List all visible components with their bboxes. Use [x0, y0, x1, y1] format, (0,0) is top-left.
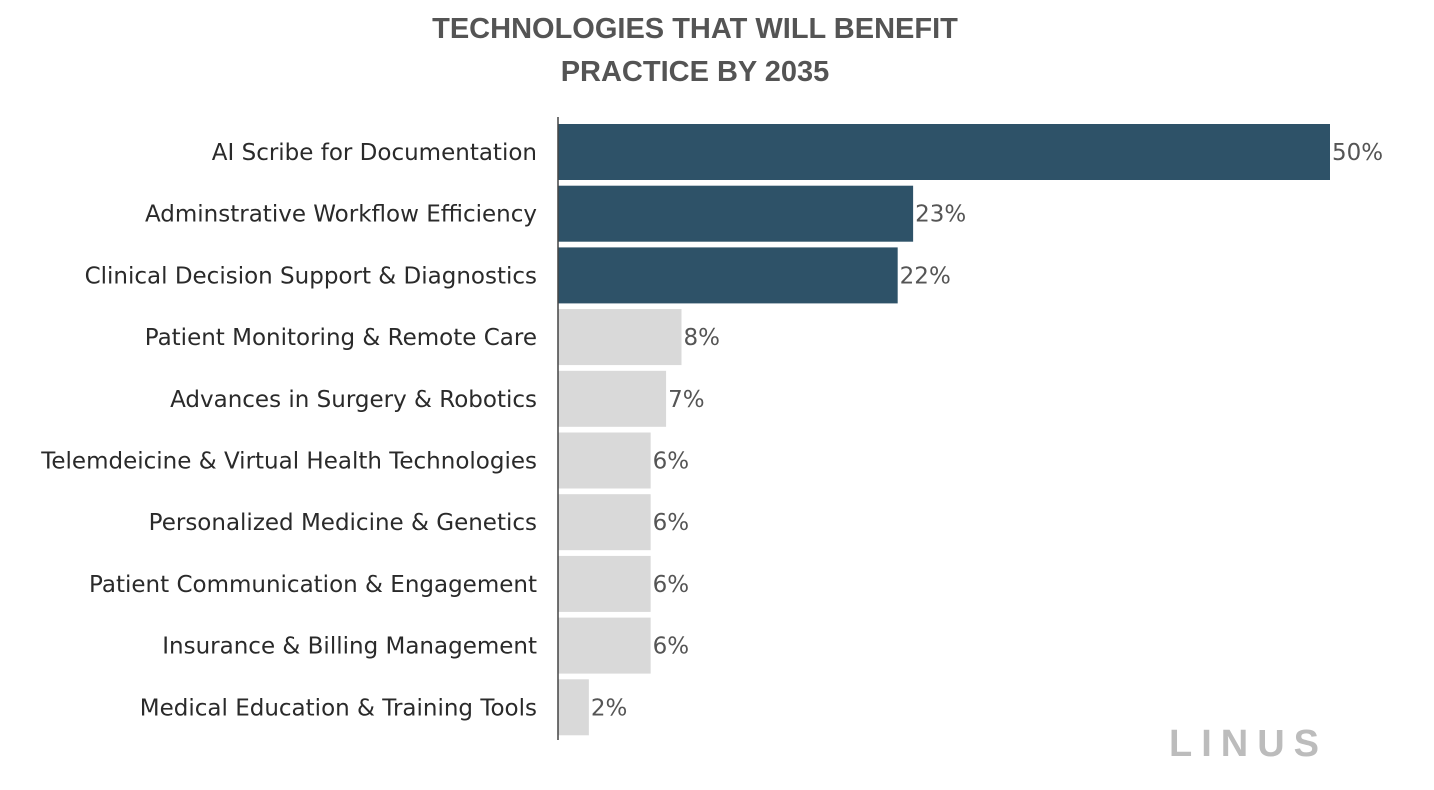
value-label: 6%	[653, 449, 690, 475]
value-label: 2%	[591, 695, 628, 721]
bar	[558, 494, 651, 551]
value-label: 6%	[653, 510, 690, 536]
value-labels: 50% 23% 22% 8% 7% 6% 6% 6% 6% 2%	[591, 140, 1383, 721]
category-label: Patient Communication & Engagement	[89, 572, 537, 598]
value-label: 6%	[653, 572, 690, 598]
bar	[558, 370, 667, 427]
chart-title-line-1: TECHNOLOGIES THAT WILL BENEFIT	[432, 13, 958, 45]
value-label: 8%	[684, 325, 721, 351]
category-label: Adminstrative Workflow Efficiency	[145, 202, 537, 228]
value-label: 23%	[915, 202, 966, 228]
bars	[558, 124, 1330, 736]
value-label: 6%	[653, 634, 690, 660]
bar	[558, 679, 589, 736]
chart-title-line-2: PRACTICE BY 2035	[561, 56, 830, 88]
category-label: Telemdeicine & Virtual Health Technologi…	[40, 449, 537, 475]
category-label: Clinical Decision Support & Diagnostics	[85, 263, 537, 289]
category-label: Advances in Surgery & Robotics	[170, 387, 537, 413]
category-labels: AI Scribe for Documentation Adminstrative…	[40, 140, 537, 721]
bar	[558, 124, 1330, 180]
category-label: AI Scribe for Documentation	[212, 140, 537, 166]
category-label: Personalized Medicine & Genetics	[149, 510, 537, 536]
value-label: 22%	[900, 263, 951, 289]
value-label: 50%	[1332, 140, 1383, 166]
bar	[558, 185, 914, 242]
bar	[558, 247, 898, 304]
category-label: Medical Education & Training Tools	[140, 695, 537, 721]
bar	[558, 617, 651, 674]
bar	[558, 432, 651, 489]
category-label: Patient Monitoring & Remote Care	[145, 325, 537, 351]
chart-title: TECHNOLOGIES THAT WILL BENEFIT PRACTICE …	[432, 13, 958, 88]
value-label: 7%	[668, 387, 705, 413]
linus-logo: LINUS	[1169, 723, 1328, 765]
category-label: Insurance & Billing Management	[162, 634, 537, 660]
bar	[558, 309, 682, 366]
bar	[558, 555, 651, 612]
